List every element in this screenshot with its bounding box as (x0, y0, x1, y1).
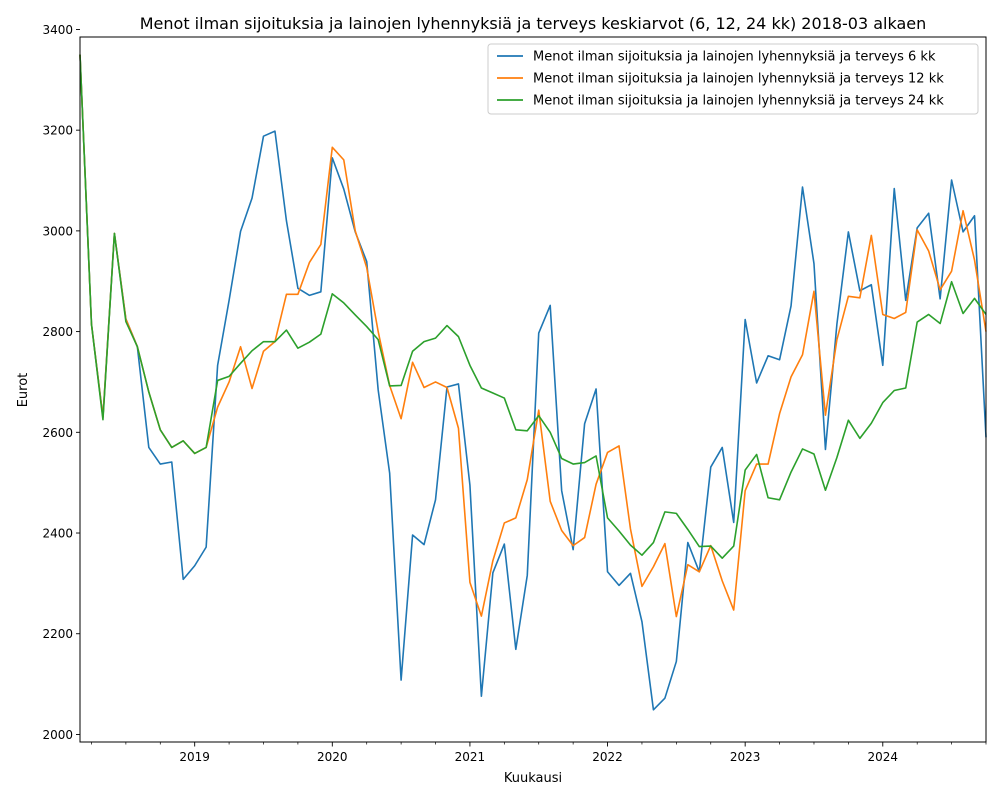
x-tick-label: 2023 (730, 750, 761, 764)
x-axis-ticks: 2019 2020 2021 2022 2023 2024 (91, 742, 987, 764)
series-line-2 (79, 54, 987, 618)
plot-background (80, 37, 986, 742)
series-line-1 (79, 54, 987, 711)
plot-area: 2000 2200 2400 2600 2800 3000 3200 3400 2019 202… (42, 23, 987, 764)
y-tick-label: 3400 (42, 23, 73, 37)
series-layer (79, 54, 987, 711)
y-axis-ticks: 2000 2200 2400 2600 2800 3000 3200 3400 (42, 23, 80, 742)
y-tick-label: 3000 (42, 224, 73, 238)
plot-frame (79, 36, 987, 743)
y-tick-label: 2000 (42, 728, 73, 742)
y-tick-label: 2600 (42, 426, 73, 440)
y-tick-label: 2800 (42, 325, 73, 339)
legend-label-3: Menot ilman sijoituksia ja lainojen lyhe… (533, 94, 944, 109)
x-tick-label: 2021 (455, 750, 486, 764)
x-tick-label: 2020 (317, 750, 348, 764)
x-axis-label: Kuukausi (504, 771, 562, 786)
legend-frame (487, 43, 979, 115)
x-tick-label: 2019 (179, 750, 210, 764)
y-tick-label: 2200 (42, 627, 73, 641)
y-tick-label: 2400 (42, 527, 73, 541)
legend: Menot ilman sijoituksia ja lainojen lyhe… (487, 43, 979, 115)
legend-label-1: Menot ilman sijoituksia ja lainojen lyhe… (533, 50, 936, 65)
series-line-3 (79, 54, 987, 560)
x-tick-label: 2022 (592, 750, 623, 764)
y-axis-label: Eurot (16, 373, 31, 408)
x-tick-label: 2024 (868, 750, 899, 764)
legend-label-2: Menot ilman sijoituksia ja lainojen lyhe… (533, 72, 944, 87)
y-tick-label: 3200 (42, 124, 73, 138)
chart-title: Menot ilman sijoituksia ja lainojen lyhe… (140, 14, 927, 33)
